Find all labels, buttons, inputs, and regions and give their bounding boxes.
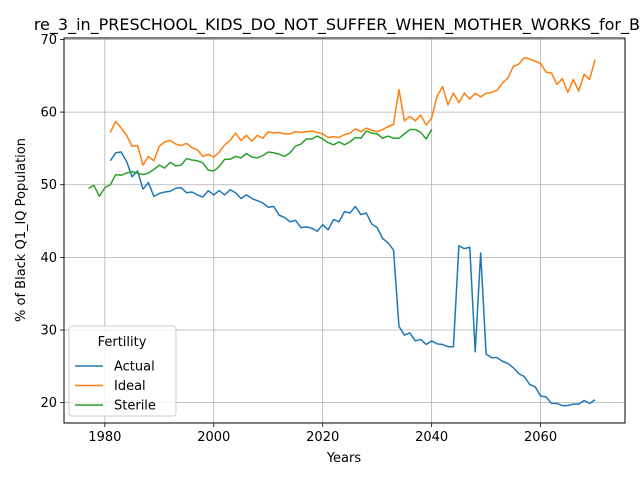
grid [64,38,625,423]
series-line-actual [109,151,596,407]
y-tick-label: 40 [40,251,57,266]
x-tick-label: 2020 [306,430,339,445]
series-line-sterile [88,128,433,198]
legend-title: Fertility [98,335,147,350]
legend-label-actual: Actual [114,360,155,375]
chart-title: re_3_in_PRESCHOOL_KIDS_DO_NOT_SUFFER_WHE… [34,15,640,35]
y-tick-label: 60 [40,106,57,121]
y-tick-label: 20 [40,396,57,411]
plot-frame [63,37,626,424]
y-tick-label: 70 [40,33,57,48]
legend-label-sterile: Sterile [114,399,156,414]
legend: Fertility Actual Ideal Sterile [68,325,177,417]
x-tick-label: 2000 [197,430,230,445]
series-line-ideal [109,56,596,166]
x-tick-label: 2040 [415,430,448,445]
series-lines [88,56,596,407]
x-axis-label: Years [326,451,362,466]
legend-box [68,325,177,417]
legend-label-ideal: Ideal [114,379,146,394]
axis-ticks: 1980 2000 2020 2040 2060 20 30 40 50 60 70 [40,33,557,445]
y-tick-label: 50 [40,178,57,193]
x-tick-label: 1980 [88,430,121,445]
y-axis-label: % of Black Q1_IQ Population [14,138,29,322]
y-tick-label: 30 [40,324,57,339]
x-tick-label: 2060 [524,430,557,445]
